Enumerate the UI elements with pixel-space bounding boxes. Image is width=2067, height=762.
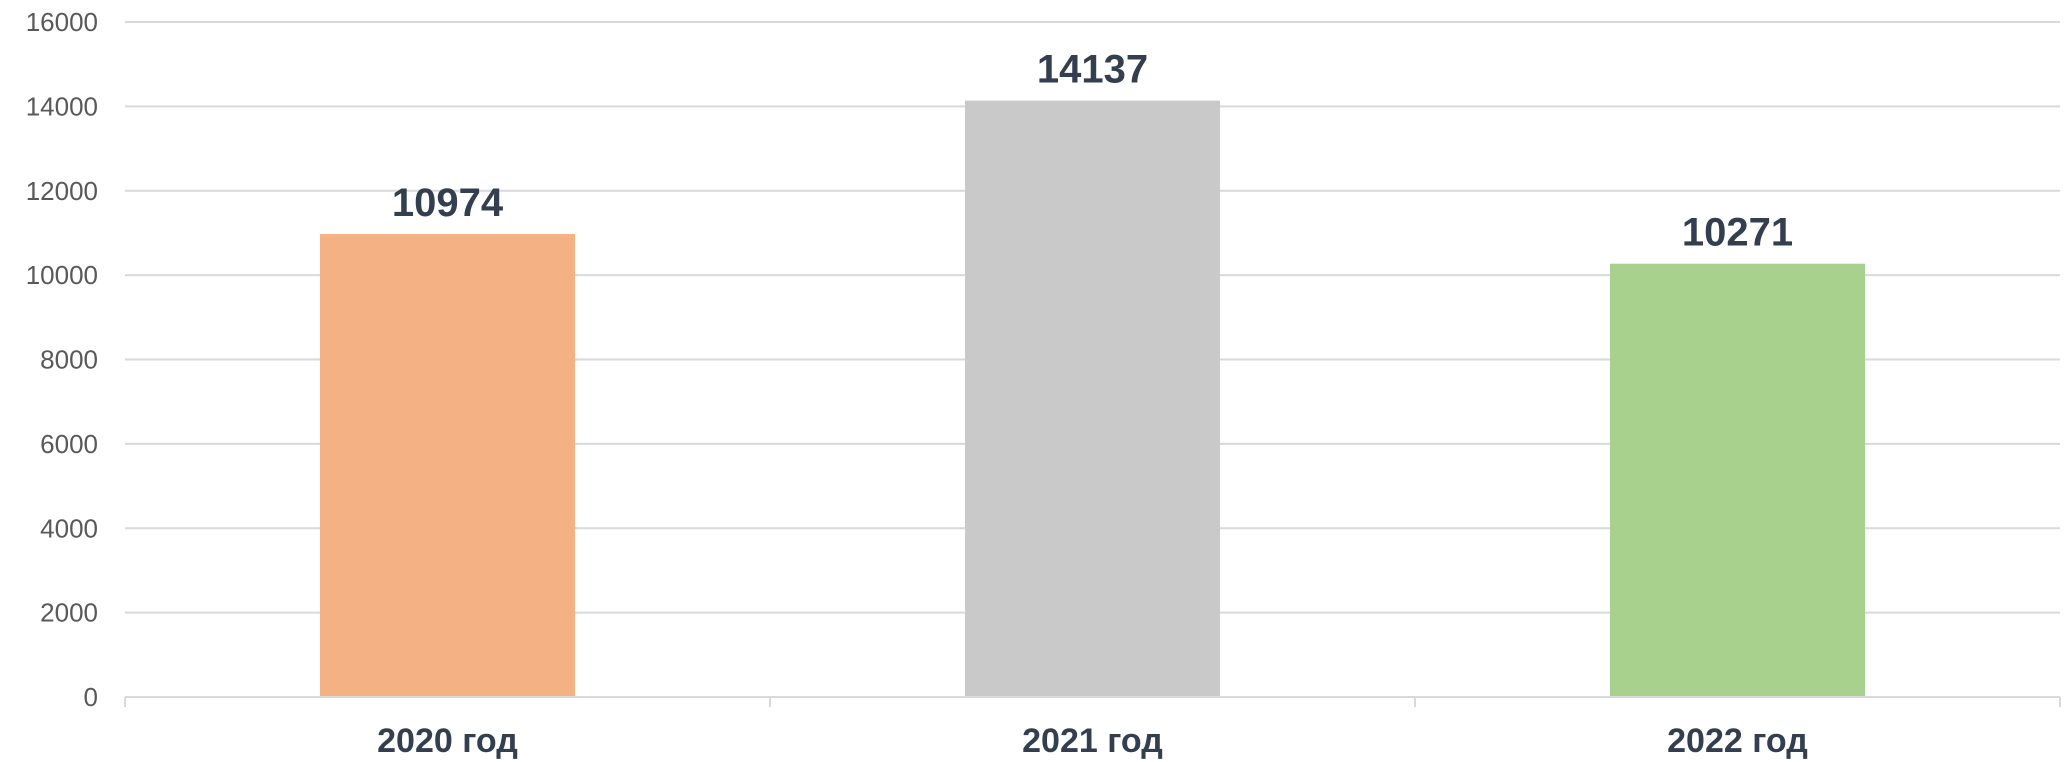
y-tick-label: 8000 [40, 345, 98, 375]
x-tick-label: 2020 год [377, 722, 518, 760]
data-label: 10974 [392, 181, 504, 225]
bar [1610, 263, 1865, 697]
data-labels: 10974 14137 10271 [392, 48, 1793, 255]
x-axis [124, 696, 2061, 707]
bar [320, 234, 575, 698]
y-tick-label: 0 [84, 682, 98, 712]
data-label: 14137 [1037, 48, 1148, 92]
y-tick-label: 6000 [40, 429, 98, 459]
data-label: 10271 [1682, 211, 1793, 255]
x-tick-label: 2022 год [1667, 722, 1808, 760]
y-tick-label: 14000 [26, 91, 98, 121]
x-tick-label: 2021 год [1022, 722, 1163, 760]
y-tick-label: 16000 [26, 7, 98, 37]
y-tick-label: 4000 [40, 513, 98, 543]
x-axis-ticks: 2020 год 2021 год 2022 год [377, 722, 1808, 760]
y-tick-label: 12000 [26, 176, 98, 206]
y-tick-label: 2000 [40, 598, 98, 628]
y-tick-label: 10000 [26, 260, 98, 290]
bars [320, 100, 1865, 698]
y-axis-ticks: 0 2000 4000 6000 8000 10000 12000 14000 16000 [26, 7, 98, 712]
bar [965, 100, 1220, 697]
